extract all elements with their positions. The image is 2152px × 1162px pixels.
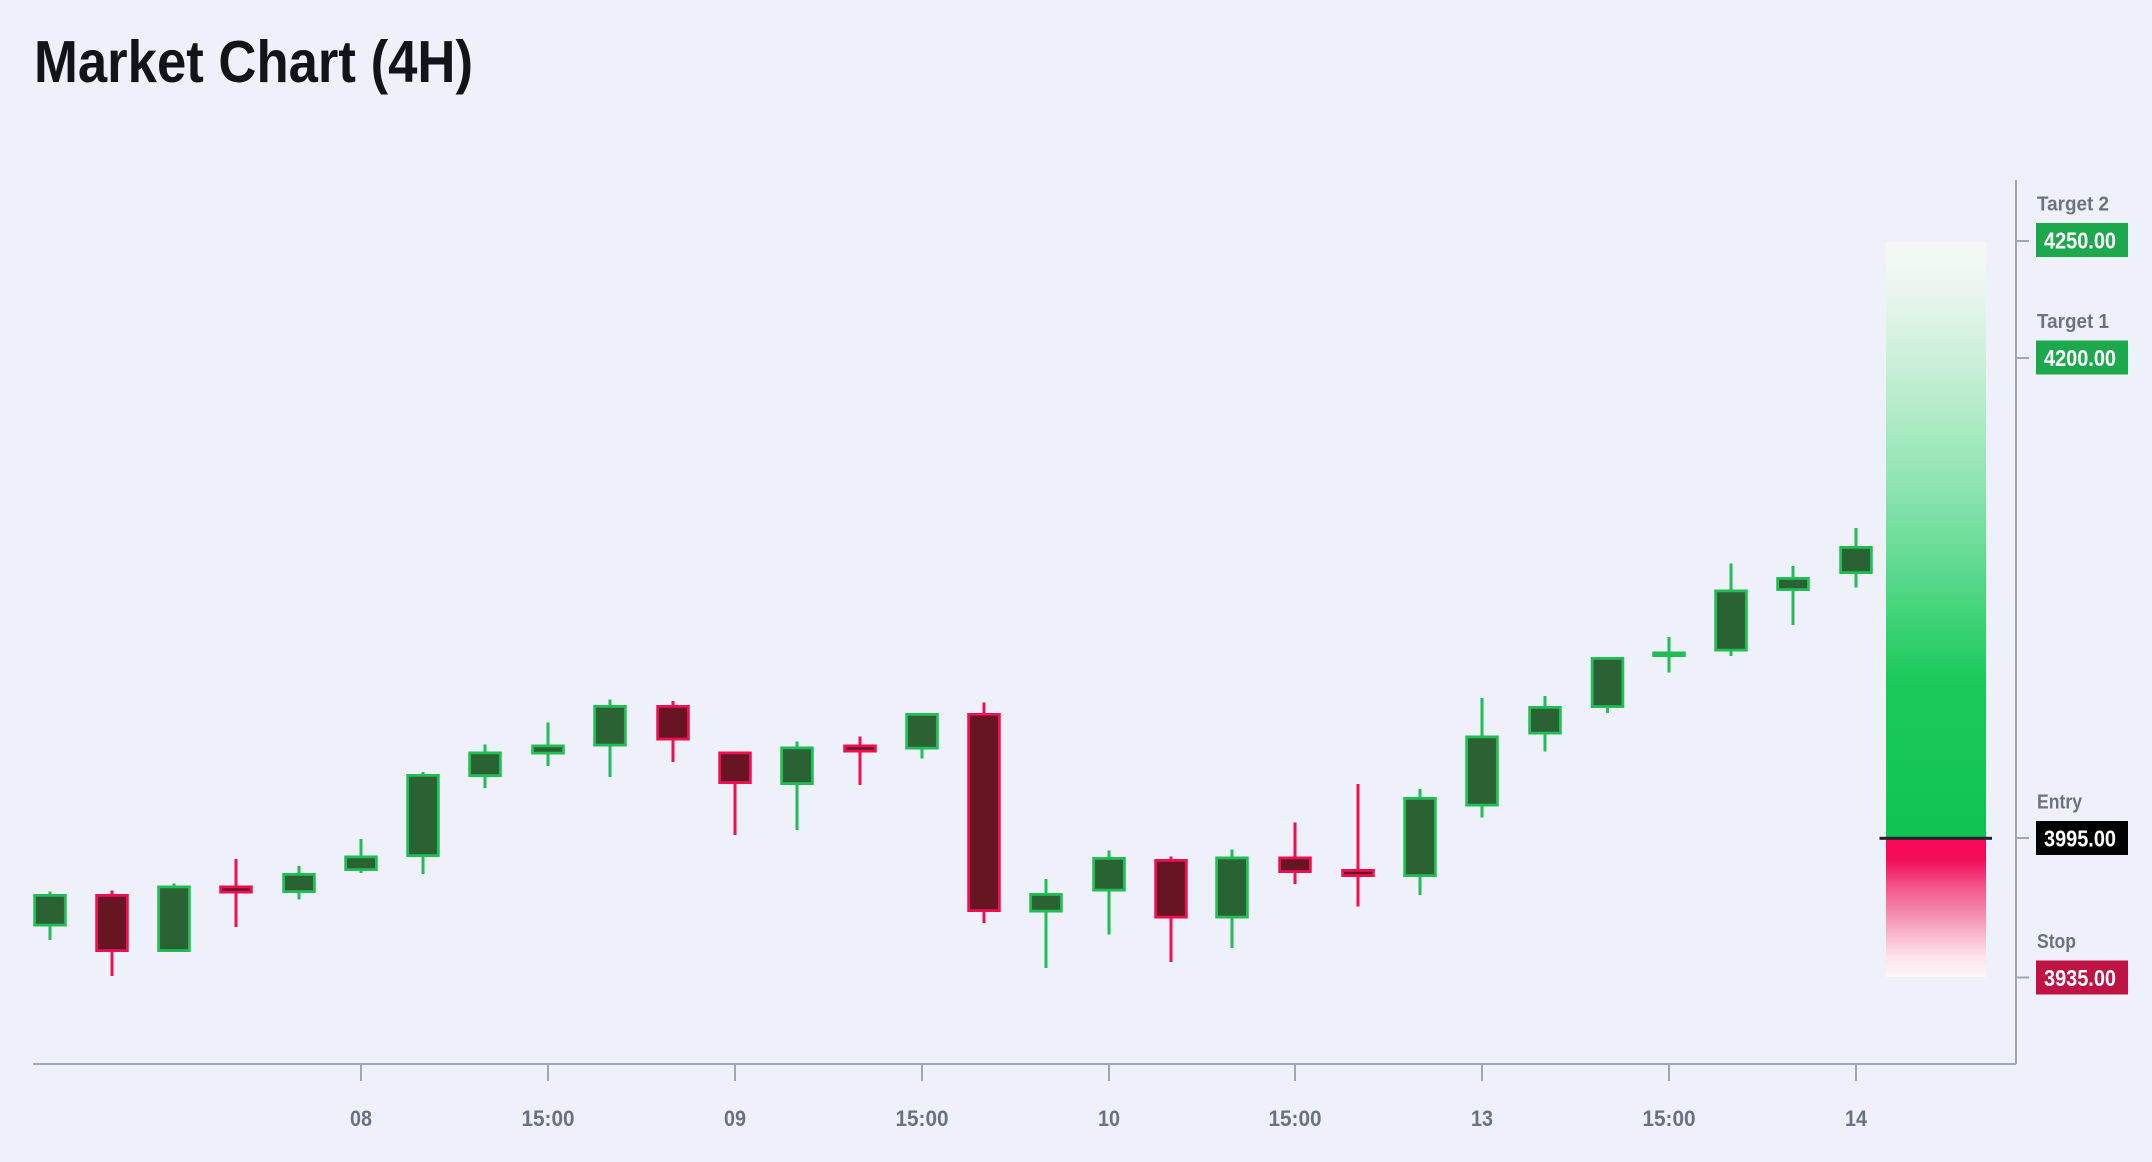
svg-text:Entry: Entry (2037, 792, 2083, 814)
svg-text:15:00: 15:00 (896, 1106, 949, 1131)
svg-text:15:00: 15:00 (522, 1106, 575, 1131)
svg-text:4250.00: 4250.00 (2044, 227, 2116, 253)
svg-text:Market Chart (4H): Market Chart (4H) (34, 29, 473, 95)
svg-text:10: 10 (1098, 1106, 1120, 1131)
svg-text:Target 2: Target 2 (2037, 194, 2109, 216)
svg-text:15:00: 15:00 (1643, 1106, 1696, 1131)
svg-text:3935.00: 3935.00 (2044, 965, 2116, 991)
svg-text:3995.00: 3995.00 (2044, 825, 2116, 851)
svg-text:08: 08 (350, 1106, 372, 1131)
svg-text:4200.00: 4200.00 (2044, 345, 2116, 371)
svg-text:13: 13 (1471, 1106, 1493, 1131)
svg-text:14: 14 (1845, 1106, 1868, 1131)
svg-text:Target 1: Target 1 (2037, 311, 2109, 333)
svg-text:09: 09 (724, 1106, 746, 1131)
svg-text:15:00: 15:00 (1269, 1106, 1322, 1131)
svg-text:Stop: Stop (2037, 931, 2076, 953)
